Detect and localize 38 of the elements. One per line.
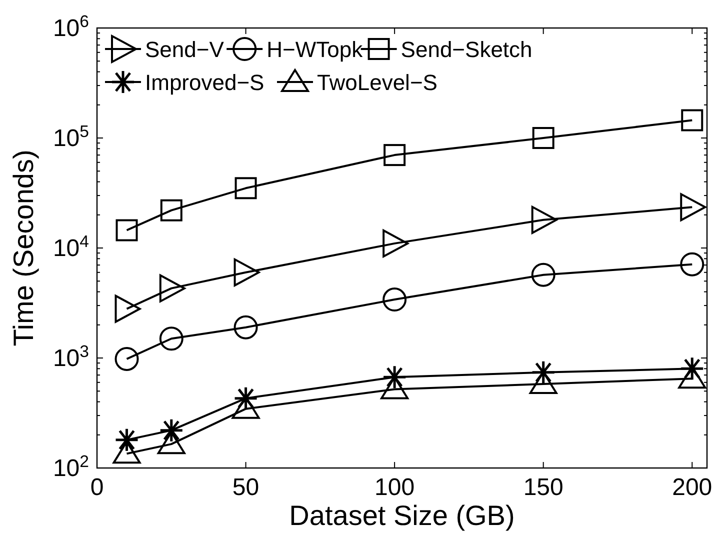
point	[159, 274, 186, 302]
y-tick-label: 10$^{2}$	[52, 452, 89, 482]
x-tick-label: 200	[672, 474, 712, 501]
x-tick-label: 150	[523, 474, 564, 501]
y-tick-label: 10$^{3}$	[52, 342, 89, 372]
x-tick-label: 50	[232, 474, 260, 501]
x-tick-label: 100	[374, 474, 415, 501]
y-tick-label: 10$^{5}$	[52, 122, 89, 152]
point	[531, 206, 558, 234]
point	[114, 294, 141, 323]
point	[234, 258, 260, 286]
y-tick-label: 10$^{6}$	[52, 12, 89, 42]
point	[234, 315, 258, 340]
point	[159, 326, 184, 351]
legend-label: H−WTopk	[266, 37, 364, 62]
point	[159, 418, 184, 443]
legend-label: Improved−S	[145, 70, 264, 95]
point	[531, 360, 556, 385]
legend-label: Send−Sketch	[400, 37, 532, 62]
point	[114, 346, 139, 371]
point	[382, 288, 407, 312]
point	[384, 144, 406, 166]
point	[680, 252, 704, 276]
y-tick-label: 10$^{4}$	[52, 232, 89, 262]
legend-label: TwoLevel−S	[317, 70, 438, 95]
legend-label: Send−V	[145, 37, 224, 62]
point	[531, 262, 556, 287]
y-axis-title: Time (Seconds)	[8, 150, 39, 346]
point	[160, 199, 182, 222]
point	[680, 193, 706, 222]
point	[116, 219, 138, 242]
point	[234, 177, 257, 200]
x-axis-title: Dataset Size (GB)	[289, 500, 515, 531]
point	[681, 109, 704, 132]
point	[382, 364, 407, 390]
point	[382, 229, 409, 258]
point	[532, 127, 554, 149]
x-tick-label: 0	[90, 474, 104, 501]
